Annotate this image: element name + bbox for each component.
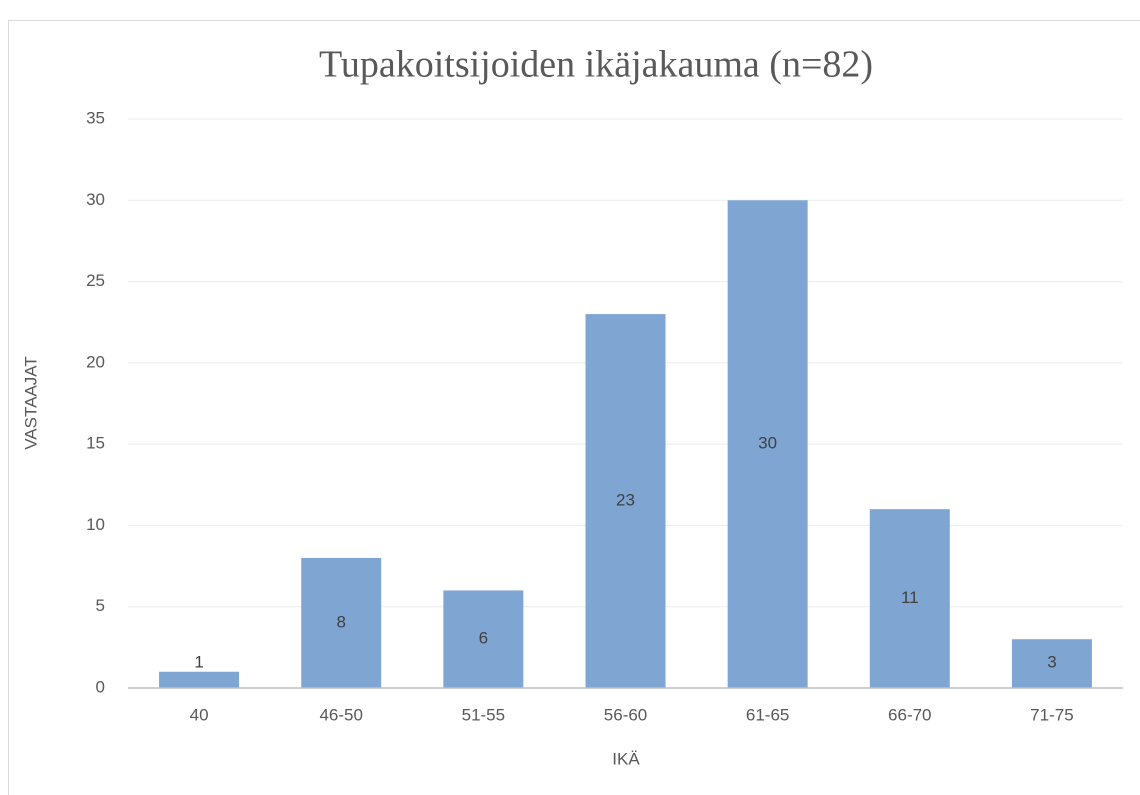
chart-frame [8, 20, 1140, 795]
y-tick-label: 20 [86, 352, 105, 371]
y-tick-label: 10 [86, 515, 105, 534]
bar [443, 590, 524, 688]
x-tick-label: 46-50 [319, 705, 362, 724]
y-tick-label: 25 [86, 271, 105, 290]
x-tick-label: 51-55 [462, 705, 505, 724]
data-label: 8 [336, 612, 345, 631]
x-tick-label: 61-65 [746, 705, 789, 724]
data-label: 3 [1047, 652, 1056, 671]
chart-title: Tupakoitsijoiden ikäjakauma (n=82) [319, 44, 873, 86]
data-label: 23 [616, 491, 635, 510]
data-label: 30 [758, 434, 777, 453]
y-tick-label: 5 [96, 596, 105, 615]
x-tick-label: 40 [190, 705, 209, 724]
x-tick-label: 66-70 [888, 705, 931, 724]
x-axis-label: IKÄ [612, 749, 640, 768]
data-label: 1 [194, 652, 203, 671]
bar [869, 509, 950, 688]
bar [727, 200, 808, 689]
bar [159, 671, 240, 688]
y-axis-label: VASTAAJAT [21, 356, 40, 450]
bar [585, 314, 666, 688]
data-label: 11 [901, 588, 919, 607]
y-tick-label: 15 [86, 434, 105, 453]
y-tick-label: 35 [86, 108, 105, 127]
y-tick-label: 30 [86, 190, 105, 209]
y-tick-label: 0 [96, 677, 105, 696]
x-tick-label: 56-60 [604, 705, 647, 724]
bar [301, 557, 382, 688]
data-label: 6 [479, 629, 488, 648]
x-tick-label: 71-75 [1030, 705, 1073, 724]
bar [1011, 639, 1092, 688]
